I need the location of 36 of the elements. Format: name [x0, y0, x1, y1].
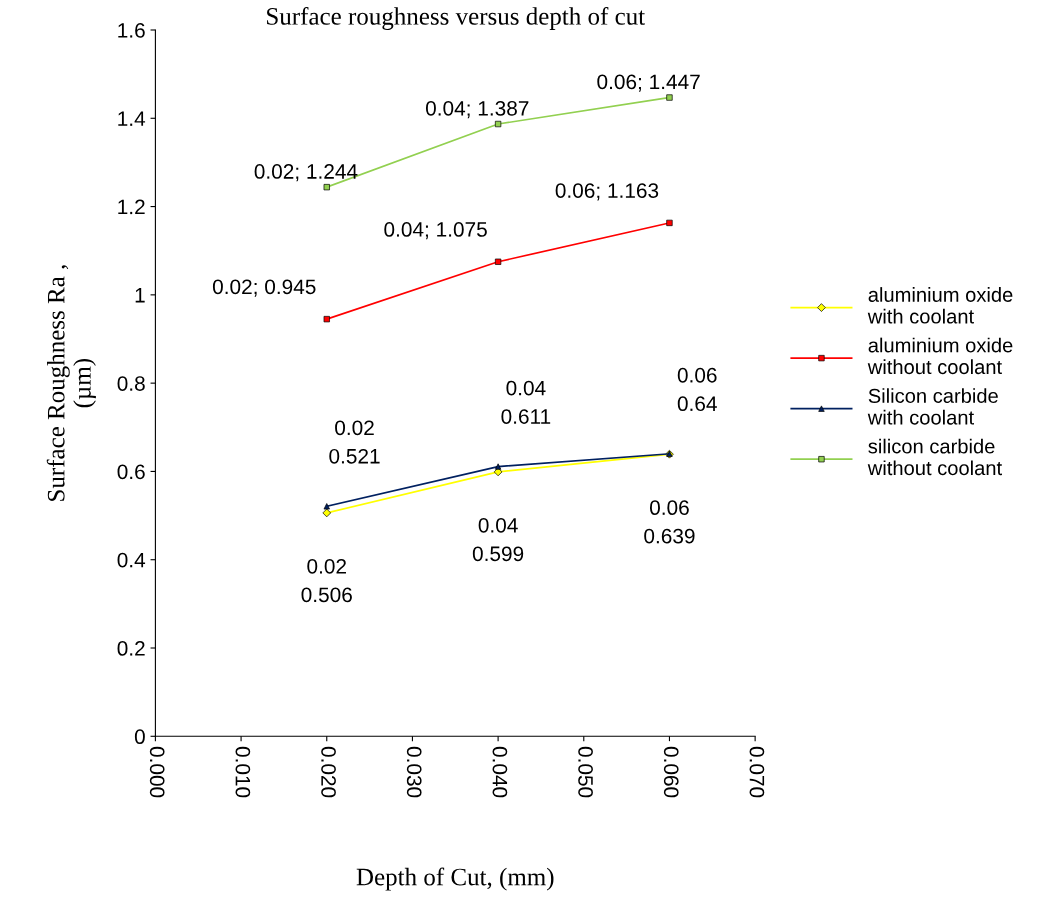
x-tick-label: 0.050 [578, 746, 593, 798]
x-tick-label: 0.040 [492, 746, 508, 798]
data-label: 0.04 0.611 [501, 380, 551, 424]
data-label: 0.06; 1.163 [555, 183, 659, 201]
x-tick-label: 0.070 [749, 746, 765, 798]
legend-label: aluminium oxide without coolant [867, 337, 1013, 375]
y-tick-label: 1 [135, 288, 145, 303]
y-tick-label: 1.4 [118, 111, 146, 126]
legend-label: aluminium oxide with coolant [867, 287, 1013, 324]
legend-label: silicon carbide without coolant [867, 438, 1002, 476]
x-tick-label: 0.030 [406, 746, 422, 798]
data-label: 0.06; 1.447 [597, 74, 700, 92]
chart-title: Surface roughness versus depth of cut [267, 7, 645, 30]
data-label: 0.02 0.521 [329, 420, 380, 464]
y-tick-label: 0.8 [117, 376, 145, 391]
y-axis-title: Surface Roughness Ra , (µm) [46, 265, 96, 501]
legend-label: Silicon carbide with coolant [867, 388, 998, 425]
y-tick-label: 1.2 [118, 199, 145, 215]
y-tick-label: 0 [134, 729, 145, 745]
x-tick-label: 0.000 [149, 746, 165, 798]
data-label: 0.04; 1.075 [384, 222, 487, 240]
data-label: 0.04 0.599 [472, 517, 524, 562]
x-tick-label: 0.020 [321, 746, 336, 798]
data-label: 0.02 0.506 [301, 558, 352, 603]
x-axis-title: Depth of Cut, (mm) [356, 867, 554, 891]
data-label: 0.06 0.639 [644, 500, 695, 544]
data-label: 0.04; 1.387 [425, 100, 529, 119]
data-label: 0.02; 0.945 [212, 279, 316, 297]
x-tick-label: 0.060 [663, 746, 679, 798]
y-tick-label: 0.4 [117, 552, 146, 568]
y-tick-label: 0.6 [117, 464, 145, 480]
x-tick-label: 0.010 [235, 746, 251, 798]
data-label: 0.02; 1.244 [254, 164, 358, 182]
y-tick-label: 0.2 [117, 641, 145, 656]
y-tick-label: 1.6 [118, 23, 145, 38]
data-label: 0.06 0.64 [677, 367, 717, 412]
